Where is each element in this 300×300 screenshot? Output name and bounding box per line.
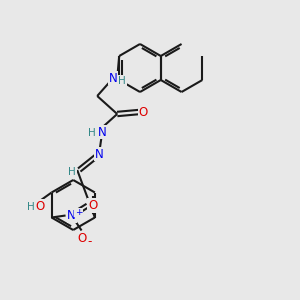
Text: -: - [87,235,92,248]
Text: H: H [88,128,96,138]
Text: N: N [98,125,106,139]
Text: O: O [35,200,44,213]
Text: N: N [95,148,103,160]
Text: O: O [77,232,86,245]
Text: O: O [88,199,97,212]
Text: H: H [118,76,126,86]
Text: N: N [109,71,118,85]
Text: O: O [139,106,148,118]
Text: N: N [67,209,76,222]
Text: H: H [27,202,34,212]
Text: H: H [68,167,76,177]
Text: +: + [75,208,82,217]
